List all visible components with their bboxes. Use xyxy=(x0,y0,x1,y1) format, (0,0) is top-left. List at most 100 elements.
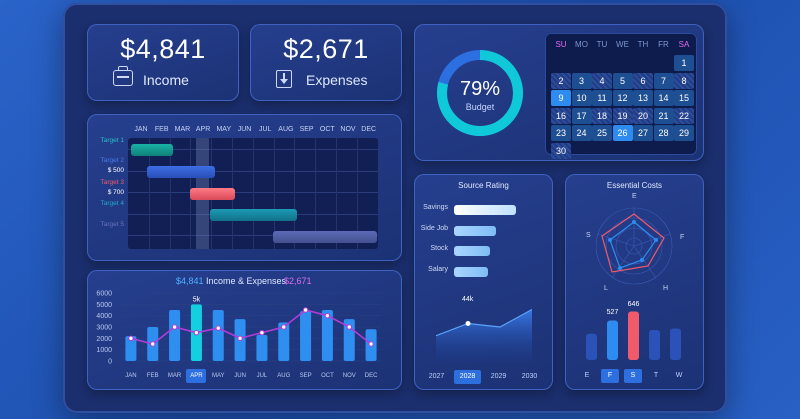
area-peak-point[interactable] xyxy=(465,321,471,326)
gantt-target-label: Target 3 xyxy=(100,179,125,186)
gantt-bar-target-3[interactable] xyxy=(190,188,235,200)
calendar-day[interactable]: 13 xyxy=(633,90,653,106)
gantt-bar-target-5[interactable] xyxy=(273,231,377,243)
cost-bar[interactable] xyxy=(607,320,618,360)
rating-bar[interactable] xyxy=(454,225,497,236)
ie-month-button[interactable]: MAY xyxy=(211,373,225,379)
budget-percent: 79% xyxy=(459,78,501,100)
calendar-day[interactable]: 5 xyxy=(612,72,633,89)
rating-bar[interactable] xyxy=(454,246,490,256)
calendar-day[interactable]: 4 xyxy=(592,72,612,89)
calendar-day[interactable]: 22 xyxy=(674,107,694,124)
gantt-month-label: JAN xyxy=(134,126,148,133)
ie-expense-point[interactable] xyxy=(368,341,374,347)
calendar-day[interactable]: 17 xyxy=(571,107,592,124)
ie-income-bar[interactable] xyxy=(278,322,290,361)
calendar-day[interactable]: 8 xyxy=(674,72,694,89)
calendar-day[interactable]: 11 xyxy=(592,90,612,106)
ie-month-button[interactable]: OCT xyxy=(321,373,334,379)
gantt-bar-target-1[interactable] xyxy=(131,144,173,156)
day-button[interactable]: S xyxy=(624,369,642,383)
ie-ytick: 4000 xyxy=(96,313,112,320)
ie-month-button[interactable]: AUG xyxy=(277,373,291,379)
calendar-day[interactable]: 10 xyxy=(571,90,592,106)
calendar-weekday-tu: TU xyxy=(596,40,608,49)
gantt-target-value: $ 500 xyxy=(107,167,124,174)
calendar-weekday-mo: MO xyxy=(575,40,588,49)
rating-bar[interactable] xyxy=(454,205,516,215)
calendar-day[interactable]: 16 xyxy=(551,107,571,124)
rating-bar[interactable] xyxy=(454,266,489,277)
ie-expense-point[interactable] xyxy=(128,335,134,342)
ie-expense-point[interactable] xyxy=(237,335,243,342)
calendar-day[interactable]: 23 xyxy=(551,125,571,141)
calendar-day[interactable]: 27 xyxy=(633,125,653,141)
calendar-day[interactable]: 26 xyxy=(612,125,633,141)
calendar-day[interactable]: 30 xyxy=(551,142,571,159)
calendar-day[interactable]: 24 xyxy=(571,125,592,141)
ie-income-bar[interactable] xyxy=(125,336,137,361)
calendar-day[interactable]: 18 xyxy=(592,107,612,124)
ie-expense-point[interactable] xyxy=(324,312,331,319)
calendar-day[interactable]: 20 xyxy=(633,107,653,124)
calendar-day[interactable]: 19 xyxy=(612,107,633,124)
calendar-day[interactable]: 15 xyxy=(674,90,694,106)
calendar-day[interactable]: 29 xyxy=(674,125,694,141)
ie-income-bar[interactable] xyxy=(212,310,224,361)
calendar-day[interactable]: 28 xyxy=(653,125,674,141)
year-button[interactable]: 2030 xyxy=(521,373,538,380)
ie-expense-point[interactable] xyxy=(302,307,309,313)
ie-expense-point[interactable] xyxy=(171,324,178,330)
ie-month-button[interactable]: DEC xyxy=(364,373,378,379)
calendar-day[interactable]: 14 xyxy=(653,90,674,106)
ie-expense-point[interactable] xyxy=(215,325,221,331)
cost-bar[interactable] xyxy=(649,330,660,360)
calendar-day[interactable]: 7 xyxy=(653,72,674,89)
calendar-day[interactable]: 21 xyxy=(653,107,674,124)
calendar-day[interactable]: 3 xyxy=(571,72,592,89)
gantt-month-label: JUL xyxy=(258,126,272,133)
gantt-target-value: $ 700 xyxy=(107,189,124,196)
calendar-day[interactable]: 1 xyxy=(674,55,694,71)
cost-bar[interactable] xyxy=(628,311,639,360)
day-button[interactable]: W xyxy=(675,372,683,379)
calendar-day[interactable]: 2 xyxy=(551,72,571,89)
ie-month-button[interactable]: NOV xyxy=(342,373,356,379)
cost-bar[interactable] xyxy=(670,328,681,361)
day-button[interactable]: T xyxy=(653,372,659,379)
ie-ytick: 0 xyxy=(108,359,112,366)
expenses-card[interactable]: $2,671 Expenses xyxy=(250,24,402,101)
ie-income-bar[interactable] xyxy=(321,310,333,361)
calendar-day[interactable]: 12 xyxy=(612,90,633,106)
ie-expense-point[interactable] xyxy=(346,324,352,330)
ie-ytick: 5000 xyxy=(96,302,112,309)
ie-expense-point[interactable] xyxy=(150,341,156,347)
cost-bar[interactable] xyxy=(586,333,597,360)
gantt-col-line xyxy=(356,138,358,249)
ie-month-button[interactable]: FEB xyxy=(146,373,159,379)
ie-expense-point[interactable] xyxy=(193,329,200,336)
year-button[interactable]: 2027 xyxy=(428,373,445,380)
calendar-day[interactable]: 6 xyxy=(633,72,653,89)
day-button[interactable]: F xyxy=(601,369,619,383)
gantt-bar-target-4[interactable] xyxy=(210,209,297,221)
year-button[interactable]: 2029 xyxy=(490,373,507,380)
ie-month-button[interactable]: JUL xyxy=(256,373,268,379)
ie-income-bar[interactable] xyxy=(169,310,181,361)
day-button[interactable]: E xyxy=(584,372,590,379)
ie-expense-point[interactable] xyxy=(259,329,265,336)
gantt-bar-target-2[interactable] xyxy=(147,166,215,178)
year-button[interactable]: 2028 xyxy=(454,370,481,384)
ie-income-bar[interactable] xyxy=(256,334,268,361)
calendar-day[interactable]: 25 xyxy=(592,125,612,141)
income-value: $4,841 xyxy=(120,34,206,64)
ie-month-button[interactable]: MAR xyxy=(167,373,182,379)
income-card[interactable]: $4,841 Income xyxy=(87,24,239,101)
ie-month-button[interactable]: SEP xyxy=(299,373,312,379)
calendar-day[interactable]: 9 xyxy=(551,90,571,106)
ie-month-button[interactable]: JAN xyxy=(125,373,137,379)
ie-income-bar[interactable] xyxy=(300,311,312,361)
ie-expense-point[interactable] xyxy=(281,324,287,330)
ie-month-button[interactable]: APR xyxy=(186,369,207,383)
ie-month-button[interactable]: JUN xyxy=(234,373,246,379)
